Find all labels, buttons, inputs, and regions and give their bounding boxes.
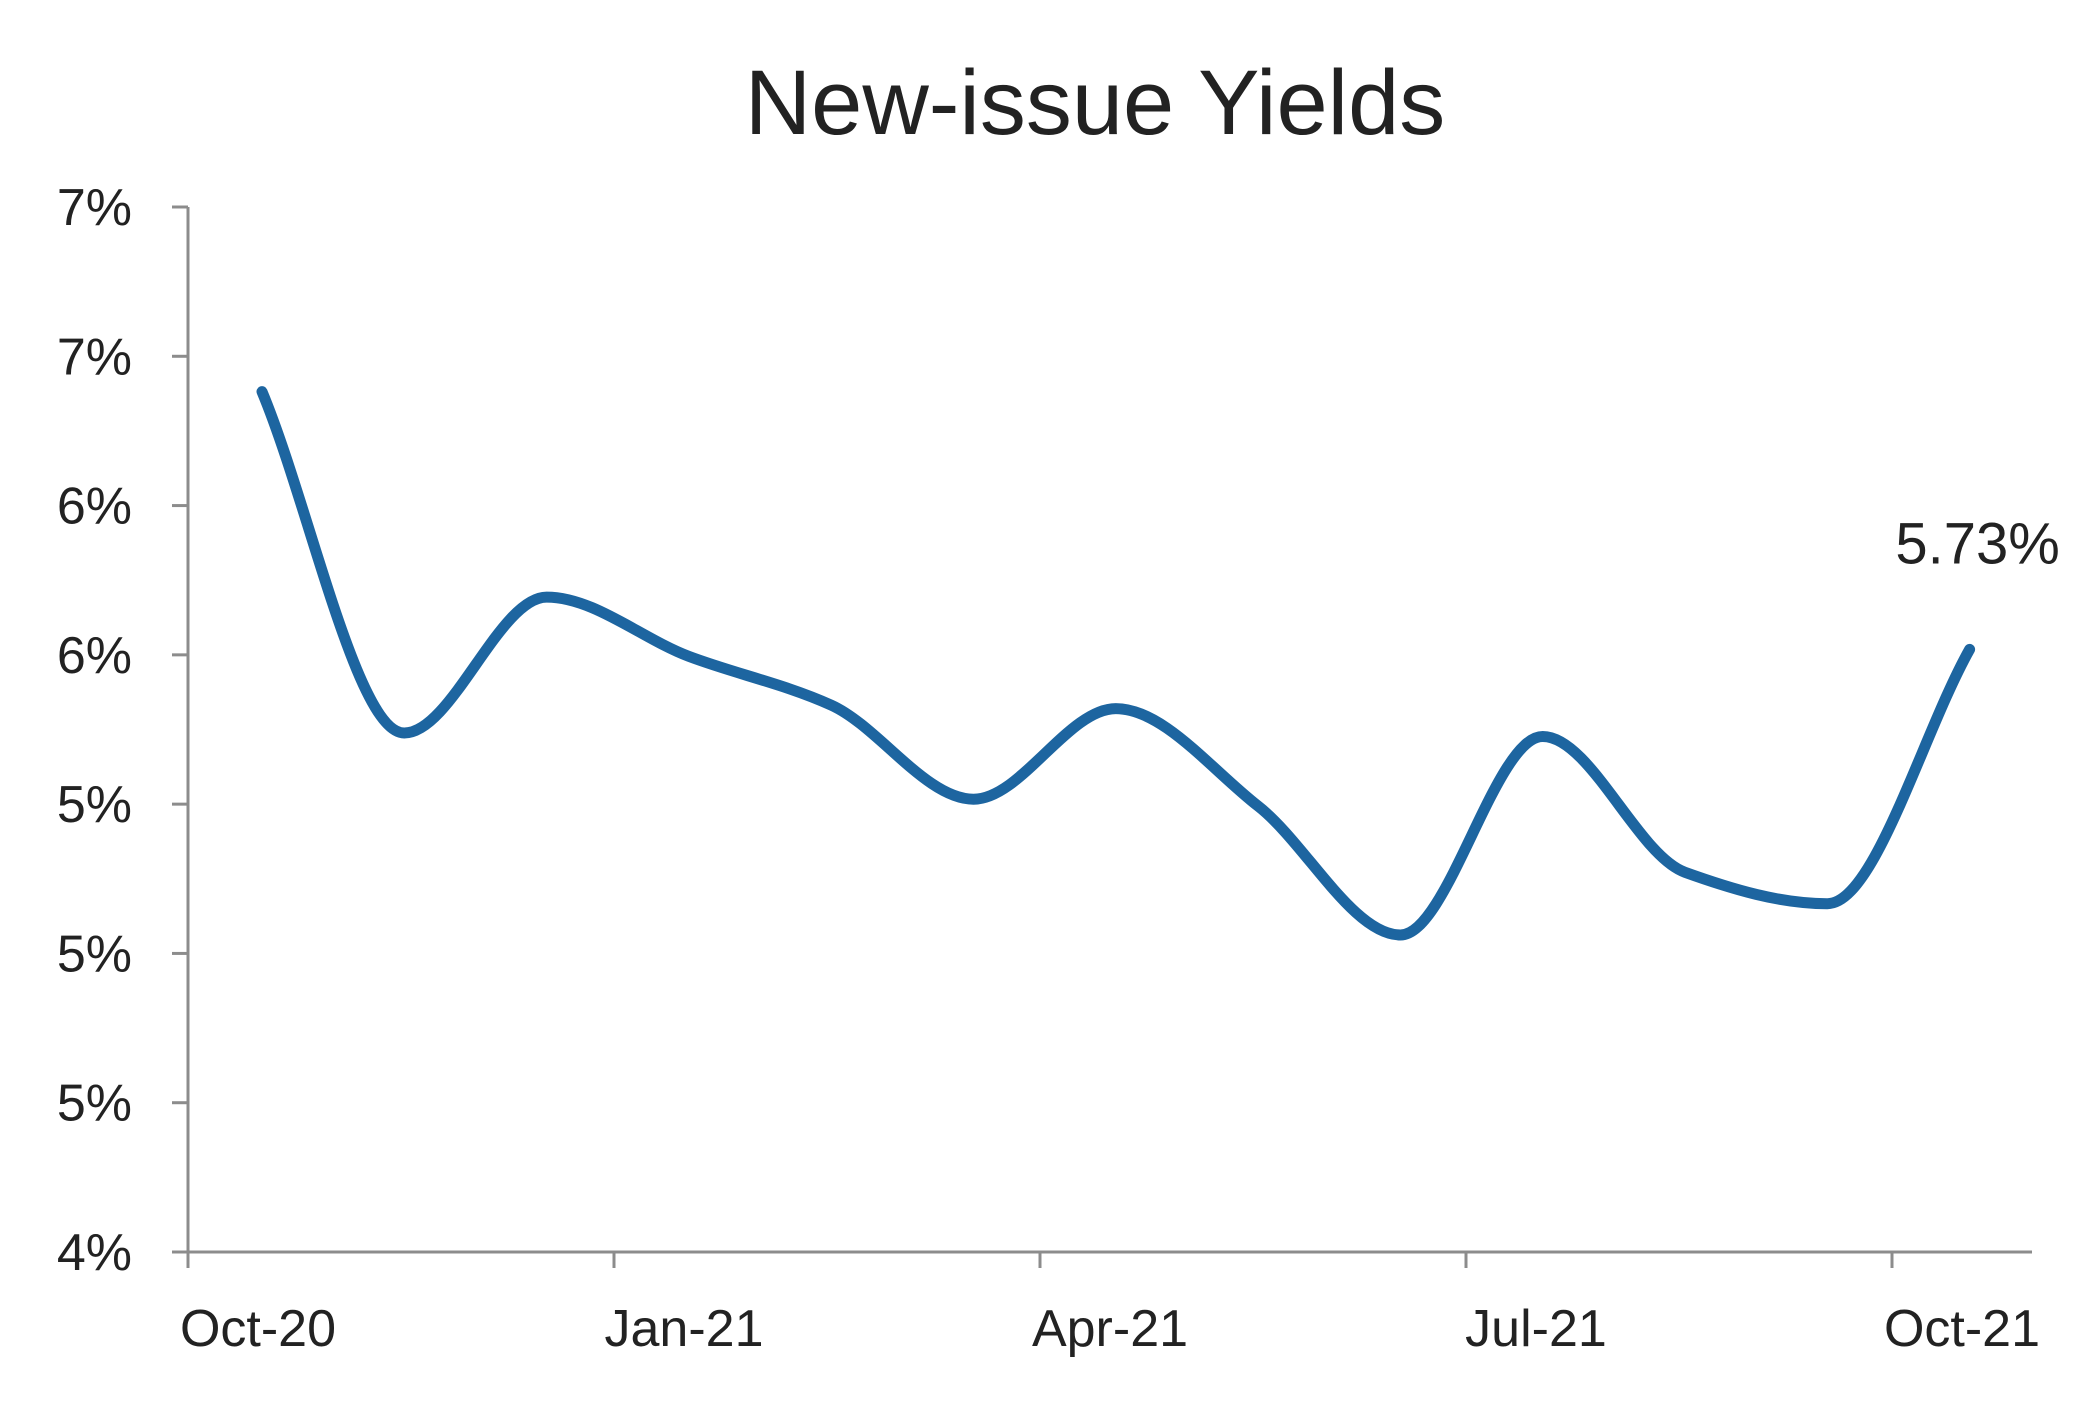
y-tick-label: 4% bbox=[57, 1224, 132, 1282]
y-tick-label: 5% bbox=[57, 1075, 132, 1133]
data-point bbox=[1257, 805, 1259, 807]
data-point bbox=[261, 391, 263, 393]
data-point bbox=[1684, 871, 1686, 873]
data-point bbox=[1969, 648, 1971, 650]
y-axis: 4% 5% 5% 5% 6% 6% 7% 7% bbox=[57, 179, 190, 1282]
y-tick-label: 7% bbox=[57, 179, 132, 237]
y-tick-label: 7% bbox=[57, 328, 132, 386]
annotations: 5.73% bbox=[1895, 511, 2059, 576]
data-point bbox=[403, 732, 405, 734]
data-label: 5.73% bbox=[1895, 511, 2059, 576]
data-point bbox=[1115, 708, 1117, 710]
data-point bbox=[830, 704, 832, 706]
x-axis: Oct-20 Jan-21 Apr-21 Jul-21 Oct-21 bbox=[180, 1250, 2040, 1358]
series-group bbox=[256, 386, 1976, 941]
data-point bbox=[973, 798, 975, 800]
x-tick-label: Jul-21 bbox=[1465, 1300, 1607, 1358]
y-tick-label: 5% bbox=[57, 925, 132, 983]
x-tick-label: Apr-21 bbox=[1032, 1300, 1188, 1358]
y-tick-label: 5% bbox=[57, 776, 132, 834]
y-tick-label: 6% bbox=[57, 627, 132, 685]
data-point bbox=[546, 596, 548, 598]
data-point bbox=[1826, 903, 1828, 905]
x-tick-label: Oct-21 bbox=[1884, 1300, 2040, 1358]
data-point bbox=[1542, 736, 1544, 738]
series-line bbox=[256, 386, 1976, 941]
chart-title: New-issue Yields bbox=[745, 52, 1446, 154]
x-tick-label: Oct-20 bbox=[180, 1300, 336, 1358]
x-tick-label: Jan-21 bbox=[605, 1300, 764, 1358]
y-tick-label: 6% bbox=[57, 478, 132, 536]
data-point bbox=[1399, 934, 1401, 936]
data-point bbox=[688, 655, 690, 657]
